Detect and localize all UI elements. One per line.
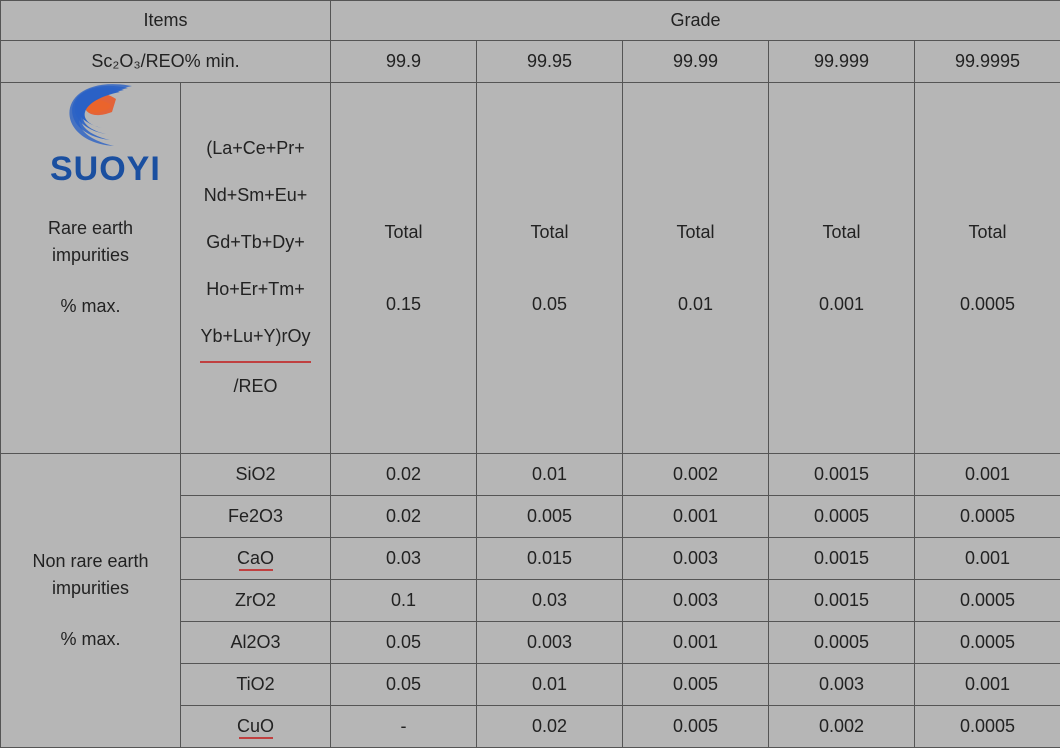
nr-6-2: 0.005 — [623, 705, 769, 747]
nr-6-4: 0.0005 — [915, 705, 1060, 747]
nr-0-2: 0.002 — [623, 453, 769, 495]
rare-total-2: Total 0.01 — [623, 83, 769, 453]
nr-0-1: 0.01 — [477, 453, 623, 495]
rare-earth-rowlabel: Rare earth impurities % max. — [1, 83, 181, 453]
nr-0-4: 0.001 — [915, 453, 1060, 495]
nr-4-2: 0.001 — [623, 621, 769, 663]
nr-1-0: 0.02 — [331, 495, 477, 537]
grade-col-3: 99.999 — [769, 41, 915, 83]
grade-col-4: 99.9995 — [915, 41, 1060, 83]
nonrare-rowlabel: Non rare earth impurities % max. — [1, 453, 181, 747]
grade-col-0: 99.9 — [331, 41, 477, 83]
nr-5-1: 0.01 — [477, 663, 623, 705]
nr-2-3: 0.0015 — [769, 537, 915, 579]
rare-total-1: Total 0.05 — [477, 83, 623, 453]
nr-name-2: CaO — [181, 537, 331, 579]
nr-0-0: 0.02 — [331, 453, 477, 495]
spec-table: Items Grade Sc₂O₃/REO% min. 99.9 99.95 9… — [0, 0, 1060, 748]
rare-earth-chem: (La+Ce+Pr+ Nd+Sm+Eu+ Gd+Tb+Dy+ Ho+Er+Tm+… — [181, 83, 331, 453]
nr-2-1: 0.015 — [477, 537, 623, 579]
header-items: Items — [1, 1, 331, 41]
nr-4-3: 0.0005 — [769, 621, 915, 663]
nr-2-4: 0.001 — [915, 537, 1060, 579]
nr-3-3: 0.0015 — [769, 579, 915, 621]
nr-2-2: 0.003 — [623, 537, 769, 579]
nr-6-3: 0.002 — [769, 705, 915, 747]
nr-1-4: 0.0005 — [915, 495, 1060, 537]
nr-name-6: CuO — [181, 705, 331, 747]
nr-6-0: - — [331, 705, 477, 747]
nr-3-1: 0.03 — [477, 579, 623, 621]
nr-6-1: 0.02 — [477, 705, 623, 747]
nr-3-4: 0.0005 — [915, 579, 1060, 621]
nr-2-0: 0.03 — [331, 537, 477, 579]
nr-3-0: 0.1 — [331, 579, 477, 621]
nr-5-0: 0.05 — [331, 663, 477, 705]
grade-col-2: 99.99 — [623, 41, 769, 83]
grade-col-1: 99.95 — [477, 41, 623, 83]
nr-4-4: 0.0005 — [915, 621, 1060, 663]
nr-name-3: ZrO2 — [181, 579, 331, 621]
header-grade: Grade — [331, 1, 1060, 41]
rare-total-4: Total 0.0005 — [915, 83, 1060, 453]
nr-1-2: 0.001 — [623, 495, 769, 537]
nr-name-5: TiO2 — [181, 663, 331, 705]
nr-0-3: 0.0015 — [769, 453, 915, 495]
nr-1-3: 0.0005 — [769, 495, 915, 537]
nr-5-3: 0.003 — [769, 663, 915, 705]
nr-1-1: 0.005 — [477, 495, 623, 537]
nr-name-0: SiO2 — [181, 453, 331, 495]
nr-name-1: Fe2O3 — [181, 495, 331, 537]
nr-3-2: 0.003 — [623, 579, 769, 621]
nr-4-0: 0.05 — [331, 621, 477, 663]
nr-4-1: 0.003 — [477, 621, 623, 663]
purity-row-label: Sc₂O₃/REO% min. — [1, 41, 331, 83]
nr-5-4: 0.001 — [915, 663, 1060, 705]
table-container: SUOYI Items Grade Sc₂O₃/REO% min. 99.9 9… — [0, 0, 1060, 748]
nr-5-2: 0.005 — [623, 663, 769, 705]
rare-total-3: Total 0.001 — [769, 83, 915, 453]
nr-name-4: Al2O3 — [181, 621, 331, 663]
rare-total-0: Total 0.15 — [331, 83, 477, 453]
